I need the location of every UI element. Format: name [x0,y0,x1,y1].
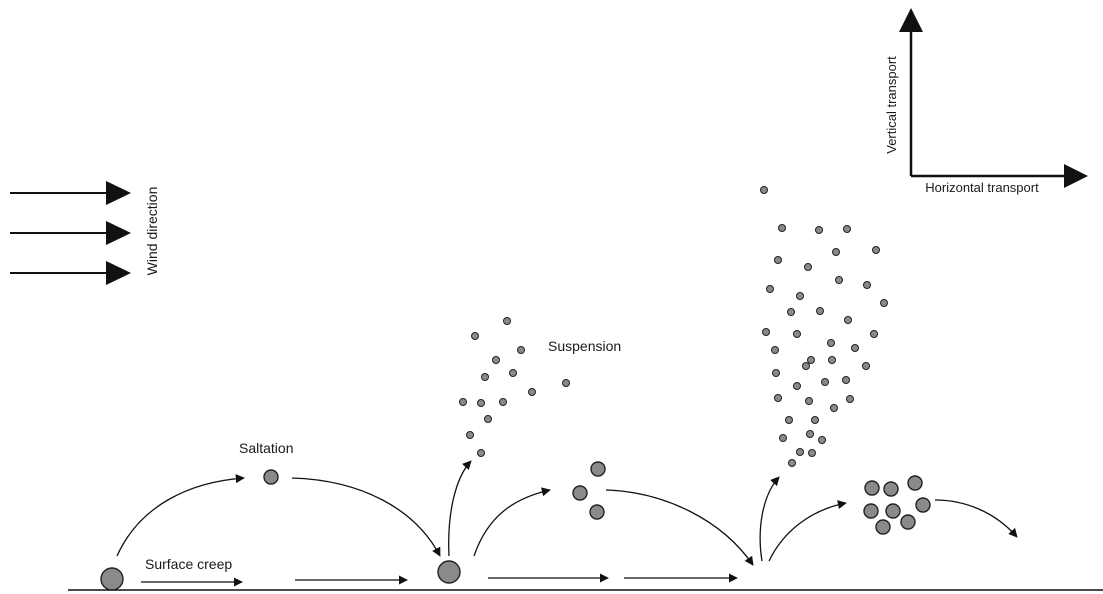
suspension-particle [481,373,489,381]
saltation-paths [116,460,1018,566]
suspension-particle [787,308,795,316]
suspension-particle [802,362,810,370]
saltation-grain [590,461,606,477]
suspension-particle [517,346,525,354]
suspension-particle [872,246,880,254]
suspension-particle [815,226,823,234]
suspension-particle [779,434,787,442]
wind-arrow [10,181,131,205]
suspension-particle [862,362,870,370]
suspension-particle [471,332,479,340]
suspension-particle [880,299,888,307]
suspension-particle [807,356,815,364]
suspension-particle [804,263,812,271]
suspension-particle [499,398,507,406]
suspension-label: Suspension [548,338,621,354]
suspension-particle [806,430,814,438]
suspension-particle [796,292,804,300]
suspension-particle [863,281,871,289]
suspension-particle [774,394,782,402]
suspension-particle [771,346,779,354]
suspension-particle [851,344,859,352]
saltation-grain [900,514,916,530]
suspension-particle [835,276,843,284]
saltation-path [768,500,847,562]
suspension-particle [477,399,485,407]
suspension-particle [785,416,793,424]
horizontal-transport-label: Horizontal transport [925,180,1039,195]
suspension-particle [760,186,768,194]
suspension-particle [818,436,826,444]
wind-arrow [10,261,131,285]
wind-arrow [10,221,131,245]
surface-creep-arrows [141,573,738,587]
suspension-particle [843,225,851,233]
suspension-particle [821,378,829,386]
particles [100,186,931,591]
suspension-launch-path [759,476,780,562]
suspension-particle [772,369,780,377]
wind-arrows [10,181,131,285]
suspension-particle [774,256,782,264]
suspension-particle [842,376,850,384]
suspension-particle [828,356,836,364]
suspension-particle [808,449,816,457]
saltation-path [473,487,551,557]
suspension-particle [793,330,801,338]
suspension-particle [459,398,467,406]
surface-creep-label: Surface creep [145,556,232,572]
vertical-transport-label: Vertical transport [884,56,899,154]
suspension-particle [796,448,804,456]
suspension-particle [844,316,852,324]
suspension-particle [762,328,770,336]
saltation-grain [263,469,279,485]
saltation-path [934,499,1018,538]
suspension-particle [528,388,536,396]
saltation-grain [864,480,880,496]
saltation-grain [589,504,605,520]
suspension-particle [832,248,840,256]
suspension-particle [778,224,786,232]
suspension-launch-path [448,460,472,557]
suspension-particle [805,397,813,405]
wind-direction-label: Wind direction [144,187,160,276]
suspension-particle [562,379,570,387]
saltation-grain [572,485,588,501]
saltation-grain [885,503,901,519]
creep-grain [437,560,461,584]
suspension-particle [492,356,500,364]
transport-axes [899,8,1088,188]
suspension-particle [477,449,485,457]
creep-grain [100,567,124,591]
suspension-particle [509,369,517,377]
suspension-particle [503,317,511,325]
suspension-particle [827,339,835,347]
suspension-particle [466,431,474,439]
saltation-grain [915,497,931,513]
saltation-label: Saltation [239,440,293,456]
saltation-grain [883,481,899,497]
suspension-particle [788,459,796,467]
saltation-path [291,477,441,557]
saltation-grain [875,519,891,535]
saltation-path [605,489,754,566]
suspension-particle [816,307,824,315]
suspension-particle [793,382,801,390]
suspension-particle [870,330,878,338]
suspension-particle [846,395,854,403]
saltation-grain [907,475,923,491]
suspension-particle [811,416,819,424]
suspension-particle [830,404,838,412]
saltation-grain [863,503,879,519]
saltation-path [116,474,245,557]
suspension-particle [484,415,492,423]
suspension-particle [766,285,774,293]
